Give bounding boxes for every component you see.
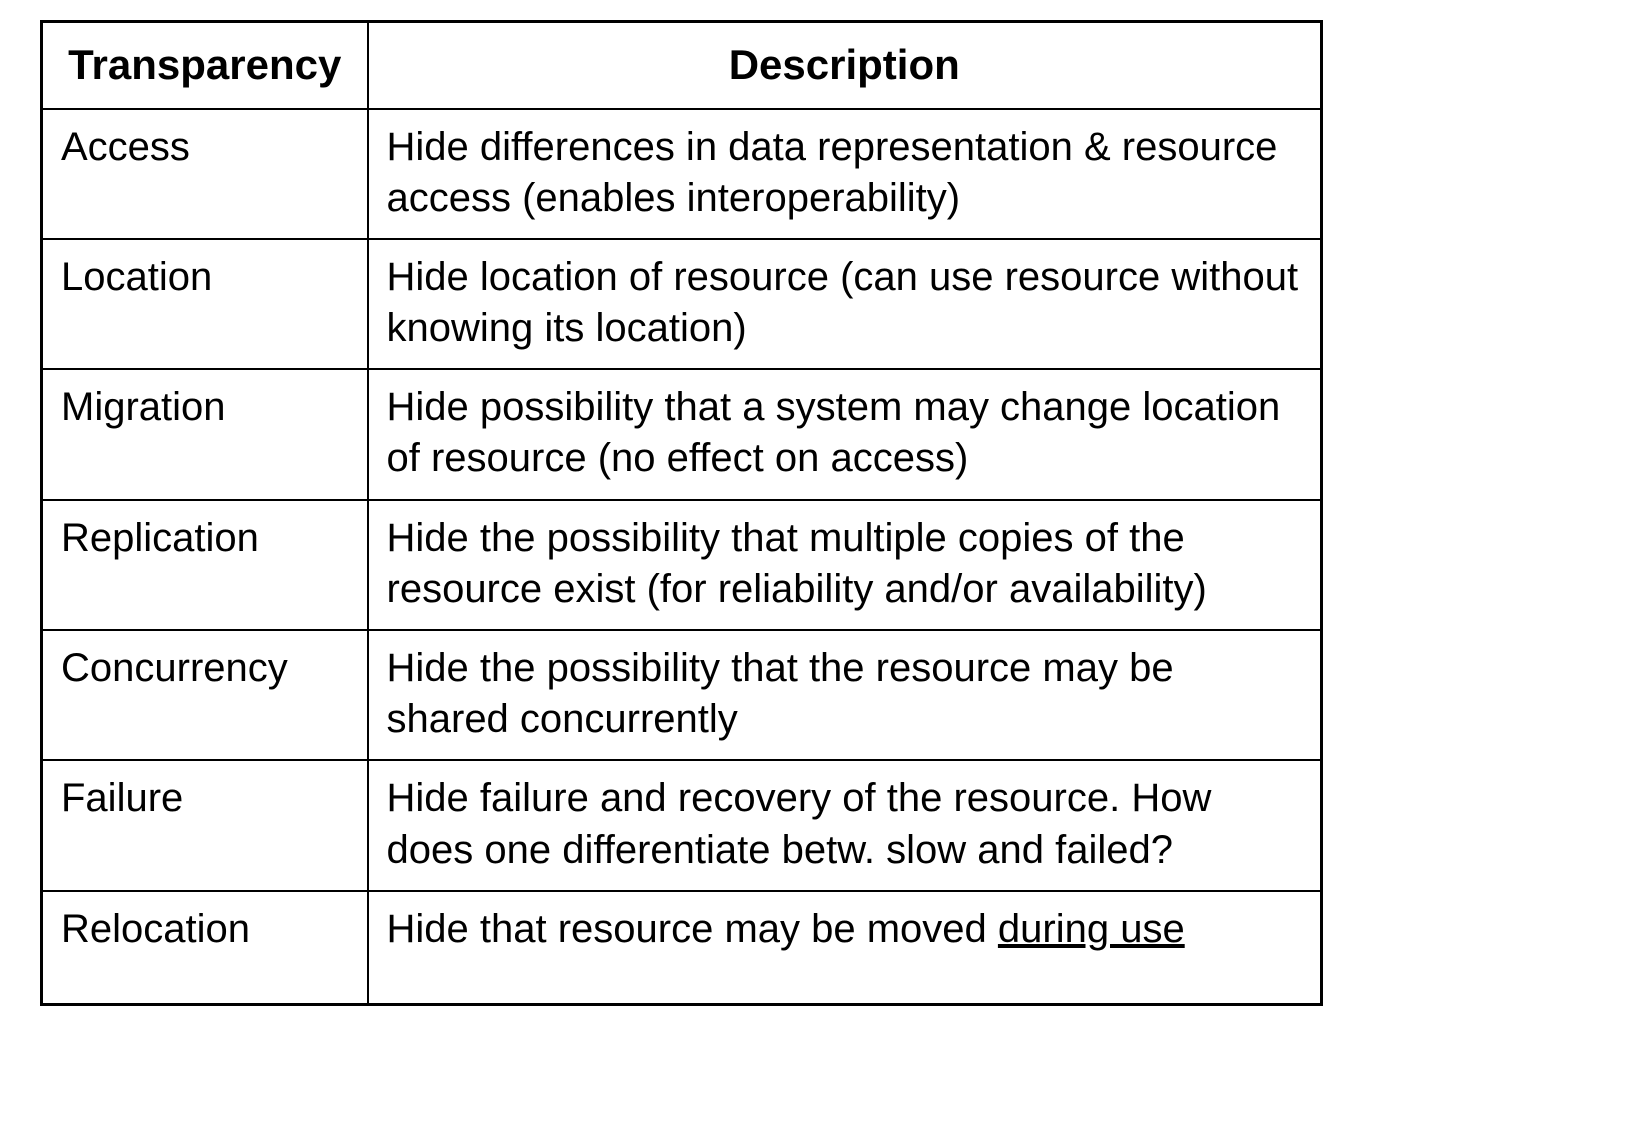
transparency-table: Transparency Description Access Hide dif… — [40, 20, 1323, 1006]
cell-description: Hide the possibility that multiple copie… — [368, 500, 1322, 630]
cell-description: Hide that resource may be moved during u… — [368, 891, 1322, 1005]
page: Transparency Description Access Hide dif… — [0, 0, 1648, 1122]
cell-description: Hide the possibility that the resource m… — [368, 630, 1322, 760]
desc-underlined: during use — [998, 907, 1185, 951]
table-row: Relocation Hide that resource may be mov… — [42, 891, 1322, 1005]
table-row: Location Hide location of resource (can … — [42, 239, 1322, 369]
desc-text: Hide that resource may be moved — [387, 907, 998, 951]
table-row: Replication Hide the possibility that mu… — [42, 500, 1322, 630]
cell-transparency: Relocation — [42, 891, 368, 1005]
cell-transparency: Location — [42, 239, 368, 369]
cell-transparency: Concurrency — [42, 630, 368, 760]
cell-transparency: Replication — [42, 500, 368, 630]
cell-transparency: Access — [42, 109, 368, 239]
cell-description: Hide location of resource (can use resou… — [368, 239, 1322, 369]
cell-transparency: Failure — [42, 760, 368, 890]
col-header-transparency: Transparency — [42, 22, 368, 109]
cell-description: Hide failure and recovery of the resourc… — [368, 760, 1322, 890]
table-header-row: Transparency Description — [42, 22, 1322, 109]
table-row: Failure Hide failure and recovery of the… — [42, 760, 1322, 890]
table-row: Migration Hide possibility that a system… — [42, 369, 1322, 499]
cell-transparency: Migration — [42, 369, 368, 499]
cell-description: Hide differences in data representation … — [368, 109, 1322, 239]
table-row: Concurrency Hide the possibility that th… — [42, 630, 1322, 760]
table-row: Access Hide differences in data represen… — [42, 109, 1322, 239]
cell-description: Hide possibility that a system may chang… — [368, 369, 1322, 499]
col-header-description: Description — [368, 22, 1322, 109]
